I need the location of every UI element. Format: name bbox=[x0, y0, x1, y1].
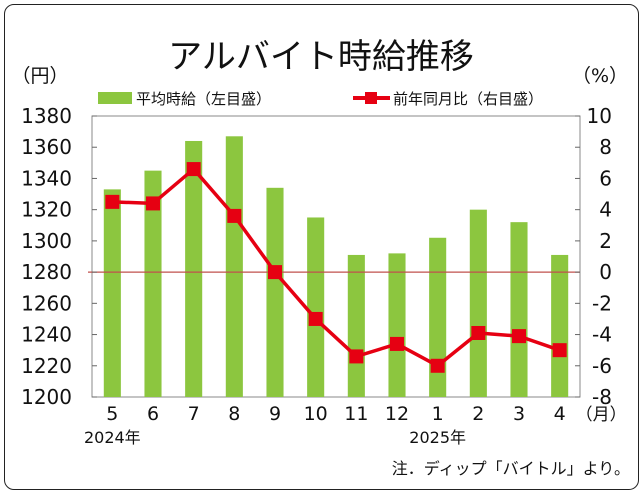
x-tick-label: 7 bbox=[188, 403, 200, 425]
left-tick-label: 1240 bbox=[21, 323, 72, 347]
right-tick-label: 6 bbox=[599, 166, 612, 190]
bar bbox=[429, 237, 447, 397]
left-tick-label: 1360 bbox=[21, 135, 72, 159]
line-point bbox=[227, 208, 242, 223]
x-tick-label: 11 bbox=[344, 403, 368, 425]
line-point bbox=[105, 194, 120, 209]
x-axis: 5 6 7 8 9 10 11 12 1 2 3 4 （月）2024年 2025年 bbox=[84, 403, 627, 447]
x-tick-label: 4 bbox=[554, 403, 566, 425]
year-label: 2025年 bbox=[409, 428, 466, 447]
left-tick-label: 1260 bbox=[21, 291, 72, 315]
right-tick-label: 8 bbox=[599, 135, 612, 159]
year-label: 2024年 bbox=[84, 428, 141, 447]
bar bbox=[469, 209, 487, 397]
x-tick-label: 1 bbox=[432, 403, 444, 425]
line-point bbox=[430, 358, 445, 373]
left-tick-label: 1380 bbox=[21, 104, 72, 128]
left-tick-label: 1340 bbox=[21, 166, 72, 190]
line-point bbox=[512, 329, 526, 344]
bar bbox=[103, 189, 121, 397]
right-tick-label: -6 bbox=[592, 354, 612, 378]
legend-line-label: 前年同月比（右目盛） bbox=[393, 90, 543, 108]
right-tick-label: 0 bbox=[599, 260, 612, 284]
left-tick-label: 1320 bbox=[21, 198, 72, 222]
right-axis-unit: （%） bbox=[572, 65, 628, 87]
line-point bbox=[308, 311, 323, 326]
line-point bbox=[390, 336, 404, 351]
bar bbox=[144, 170, 162, 397]
right-tick-label: -2 bbox=[592, 291, 612, 315]
bar bbox=[551, 254, 569, 397]
legend-bar-swatch bbox=[98, 92, 132, 104]
line-point bbox=[146, 196, 160, 211]
x-tick-label: 8 bbox=[228, 403, 240, 425]
bar bbox=[266, 187, 284, 397]
bar bbox=[225, 136, 243, 398]
line-point bbox=[471, 325, 486, 340]
right-tick-label: 2 bbox=[599, 229, 612, 253]
legend-bar-label: 平均時給（左目盛） bbox=[136, 90, 271, 108]
left-axis-unit: （円） bbox=[11, 65, 68, 87]
right-axis: -8 -6 -4 -2 0 2 4 6 8 10 bbox=[575, 104, 612, 409]
chart-title: アルバイト時給推移 bbox=[168, 37, 474, 77]
left-tick-label: 1300 bbox=[21, 229, 72, 253]
x-tick-label: 5 bbox=[106, 403, 118, 425]
left-tick-label: 1220 bbox=[21, 354, 72, 378]
bar bbox=[347, 254, 365, 397]
left-axis: 1200 1220 1240 1260 1280 1300 1320 1340 1360 1380 bbox=[21, 104, 97, 409]
right-tick-label: -8 bbox=[592, 385, 612, 409]
left-tick-label: 1280 bbox=[21, 260, 72, 284]
legend-line-marker bbox=[365, 92, 377, 104]
right-tick-label: -4 bbox=[592, 323, 612, 347]
x-tick-label: 9 bbox=[269, 403, 281, 425]
bar bbox=[510, 222, 528, 397]
right-tick-label: 10 bbox=[587, 104, 612, 128]
x-tick-label: 12 bbox=[385, 403, 409, 425]
legend: 平均時給（左目盛） 前年同月比（右目盛） bbox=[98, 90, 543, 108]
right-tick-label: 4 bbox=[599, 198, 612, 222]
x-tick-label: 2 bbox=[472, 403, 484, 425]
plot-area bbox=[91, 115, 581, 398]
x-tick-label: 3 bbox=[513, 403, 525, 425]
x-tick-label: 10 bbox=[304, 403, 328, 425]
chart-note: 注．ディップ「バイトル」より。 bbox=[392, 459, 630, 478]
line-series bbox=[105, 162, 567, 373]
left-tick-label: 1200 bbox=[21, 385, 72, 409]
bar bbox=[185, 140, 203, 397]
line-point bbox=[186, 162, 201, 177]
bar-series bbox=[103, 136, 569, 398]
line-path bbox=[112, 167, 561, 368]
bar bbox=[388, 253, 406, 397]
bar bbox=[307, 217, 325, 397]
line-point bbox=[349, 349, 364, 364]
line-point bbox=[268, 265, 282, 280]
x-axis-unit: （月） bbox=[576, 405, 627, 425]
x-tick-label: 6 bbox=[147, 403, 159, 425]
line-point bbox=[552, 343, 567, 358]
